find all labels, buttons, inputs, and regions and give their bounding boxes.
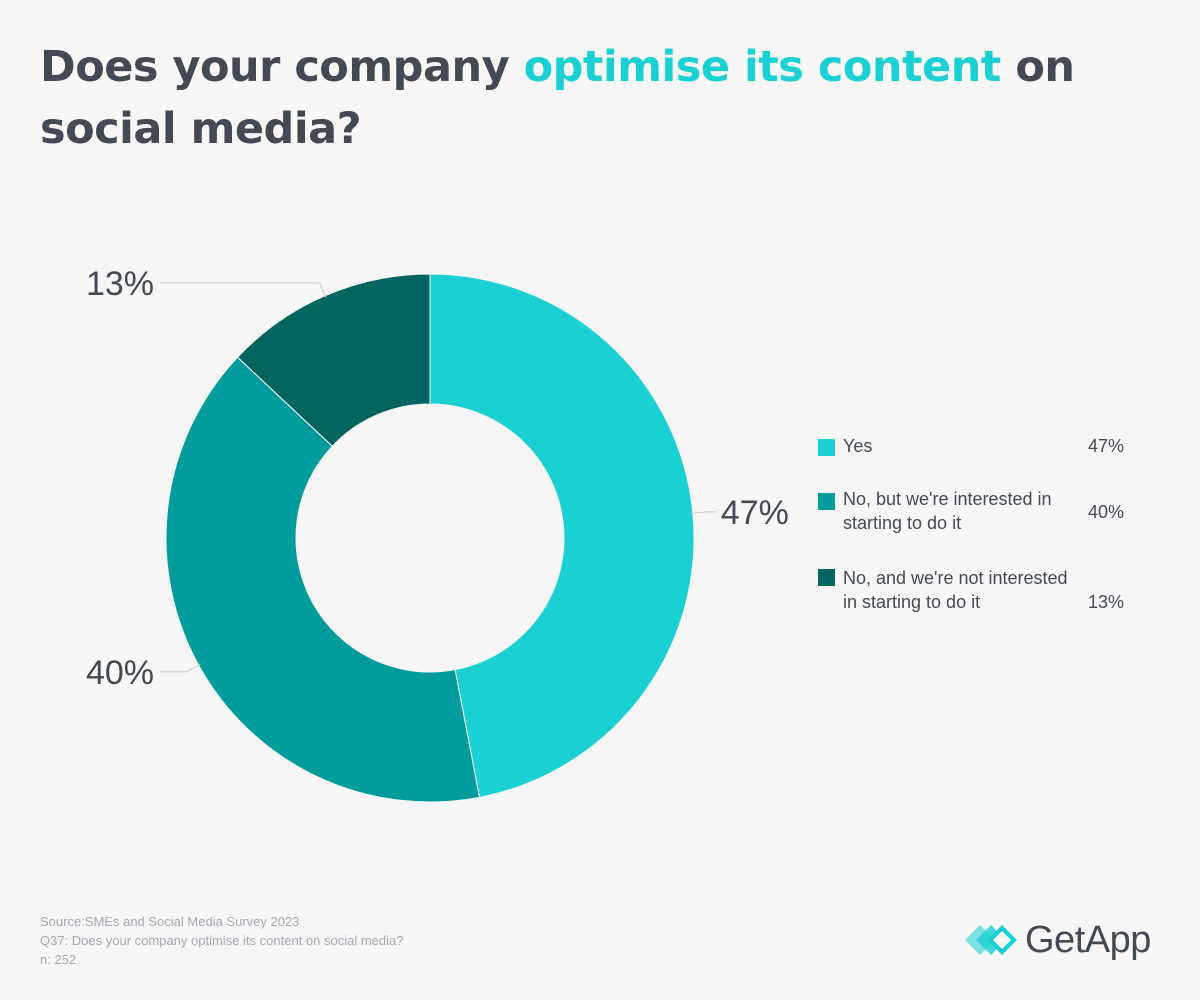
chart-title: Does your company optimise its content o… — [40, 36, 1180, 160]
slices-layer — [165, 273, 695, 803]
getapp-logo-icon — [965, 925, 1017, 955]
question-note: Q37: Does your company optimise its cont… — [40, 933, 404, 948]
getapp-logo: GetApp — [963, 918, 1151, 962]
donut-slice-yes — [429, 273, 695, 798]
leader-line-yes — [690, 511, 717, 514]
title-part1: Does your company — [40, 42, 524, 92]
title-part2: on social media? — [40, 42, 1075, 154]
donut-slice-interested — [165, 356, 481, 803]
legend-label-interested: No, but we're interested in starting to … — [843, 489, 1052, 533]
title-highlight: optimise its content — [523, 42, 1002, 92]
legend-swatch-not-interested — [818, 569, 835, 586]
data-label-interested: 40% — [86, 654, 154, 692]
leader-line-interested — [160, 663, 201, 673]
legend-value-yes: 47% — [1087, 436, 1124, 456]
sample-size-note: n: 252 — [40, 952, 77, 967]
getapp-wordmark: GetApp — [1025, 918, 1151, 961]
footer-notes: Source:SMEs and Social Media Survey 2023… — [40, 912, 403, 969]
legend-label-not-interested: No, and we're not interested in starting… — [843, 568, 1068, 612]
legend-swatch-yes — [818, 439, 835, 456]
donut-slice-not-interested — [236, 273, 431, 447]
legend-label-yes: Yes — [843, 436, 873, 456]
data-labels-layer: 47% 40% 13% — [86, 265, 789, 692]
legend-value-interested: 40% — [1087, 502, 1124, 522]
leader-line-not-interested — [160, 282, 327, 298]
data-label-not-interested: 13% — [86, 265, 154, 303]
legend-value-not-interested: 13% — [1087, 592, 1124, 612]
source-note: Source:SMEs and Social Media Survey 2023 — [40, 914, 300, 929]
legend-swatch-interested — [818, 493, 835, 510]
data-label-yes: 47% — [721, 494, 789, 532]
leader-lines-layer — [160, 282, 717, 673]
